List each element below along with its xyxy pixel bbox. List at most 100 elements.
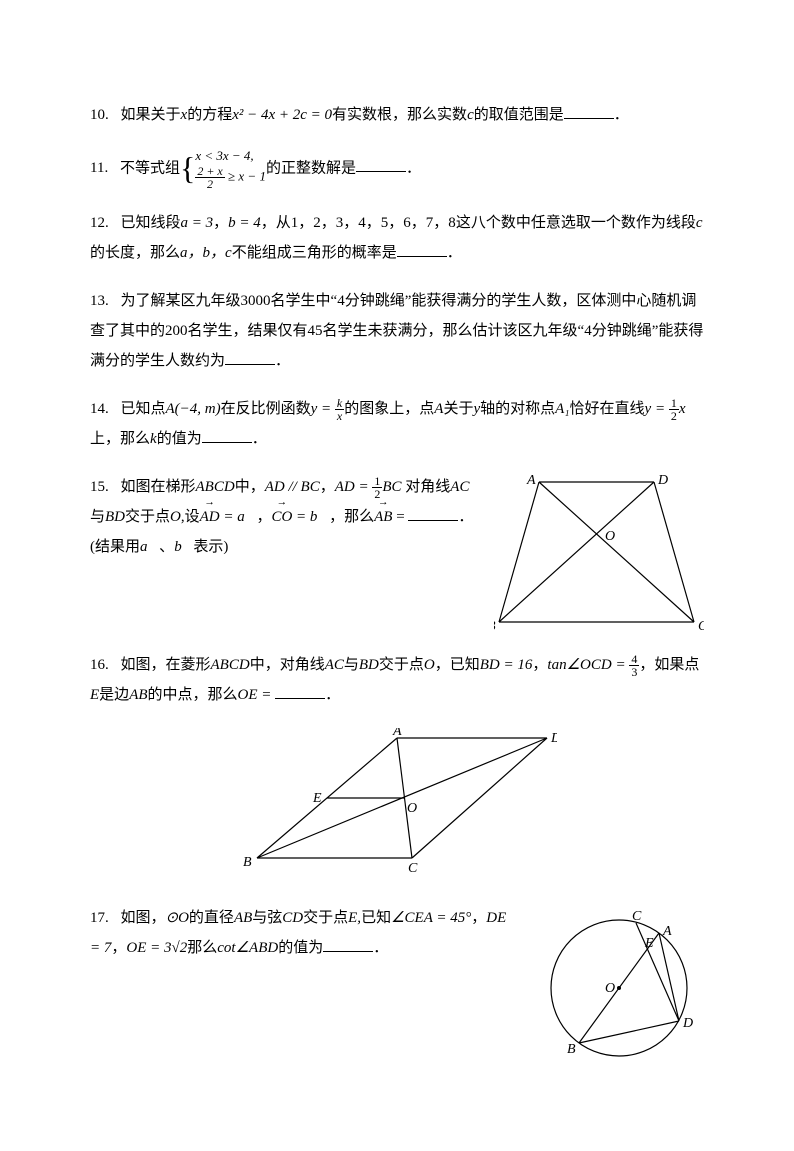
q15-comma2: ， bbox=[256, 509, 271, 525]
q12-seg-a: a = 3 bbox=[181, 215, 214, 231]
svg-text:A: A bbox=[526, 473, 536, 488]
q17-period: ． bbox=[373, 940, 388, 956]
q17-circle: ⊙O bbox=[166, 910, 189, 926]
svg-text:A: A bbox=[662, 924, 672, 939]
q14-frac-den: x bbox=[335, 410, 344, 422]
q14-frac-num: k bbox=[335, 397, 344, 410]
q12-var-c: c bbox=[696, 215, 703, 231]
q17-text-c: 与弦 bbox=[252, 910, 282, 926]
svg-text:C: C bbox=[408, 861, 418, 876]
q16-period: ． bbox=[325, 687, 340, 703]
q14-text-e: 轴的对称点 bbox=[480, 401, 555, 417]
q14-text-c: 的图象上，点 bbox=[344, 401, 434, 417]
q16-text-f: ，如果点 bbox=[639, 657, 699, 673]
q15-vec-a: a⃗ bbox=[140, 539, 159, 555]
question-11: 11. 不等式组{ x < 3x − 4, 2 + x2 ≥ x − 1 的正整… bbox=[90, 148, 704, 190]
q14-blank bbox=[202, 427, 252, 443]
q17-ptE: E, bbox=[348, 910, 361, 926]
q16-tan-den: 3 bbox=[629, 666, 639, 678]
q16-blank bbox=[275, 683, 325, 699]
q16-figure-wrap: ABCDOE bbox=[90, 728, 704, 883]
svg-text:E: E bbox=[644, 936, 654, 951]
q11-blank bbox=[356, 156, 406, 172]
q16-text-e: ，已知 bbox=[435, 657, 480, 673]
q12-number: 12. bbox=[90, 215, 109, 231]
q17-cot: cot∠ABD bbox=[217, 940, 278, 956]
q11-number: 11. bbox=[90, 160, 108, 176]
q16-text-d: 交于点 bbox=[379, 657, 424, 673]
trapezoid-figure: ADBCO bbox=[494, 472, 704, 632]
q15-cond2-num: 1 bbox=[372, 475, 382, 488]
q13-text-d: 名学生，结果仅有 bbox=[188, 323, 308, 339]
q10-text-c: 有实数根，那么实数 bbox=[332, 107, 467, 123]
q15-vec-co: CO bbox=[271, 502, 292, 532]
q16-tan: tan∠OCD = bbox=[547, 657, 629, 673]
q15-blank bbox=[408, 505, 458, 521]
q17-text-f: 那么 bbox=[187, 940, 217, 956]
rhombus-figure: ABCDOE bbox=[237, 728, 557, 878]
q13-skill2: 4分钟跳绳 bbox=[584, 323, 652, 339]
q17-ab: AB bbox=[234, 910, 252, 926]
q14-text-g: 上，那么 bbox=[90, 431, 150, 447]
q10-period: ． bbox=[614, 107, 629, 123]
q15-vec-b: b⃗ bbox=[174, 539, 193, 555]
q12-text-d: 的长度，那么 bbox=[90, 245, 180, 261]
q15-text-j: 表示) bbox=[193, 539, 228, 555]
q13-number: 13. bbox=[90, 293, 109, 309]
q16-text-g: 是边 bbox=[99, 687, 129, 703]
q13-blank bbox=[225, 349, 275, 365]
svg-text:O: O bbox=[605, 529, 615, 544]
q13-n3: 45 bbox=[308, 323, 323, 339]
q17-angle: ∠CEA = 45° bbox=[391, 910, 471, 926]
q16-oe: OE = bbox=[238, 687, 276, 703]
q15-comma: ， bbox=[320, 479, 335, 495]
q14-line-num: 1 bbox=[669, 397, 679, 410]
question-13: 13. 为了解某区九年级3000名学生中“4分钟跳绳”能获得满分的学生人数，区体… bbox=[90, 286, 704, 376]
svg-text:A: A bbox=[392, 728, 402, 739]
q16-ac: AC bbox=[325, 657, 344, 673]
svg-text:B: B bbox=[494, 619, 496, 632]
q14-period: ． bbox=[252, 431, 267, 447]
q17-comma2: ， bbox=[111, 940, 126, 956]
q16-text-c: 与 bbox=[344, 657, 359, 673]
q17-text-a: 如图， bbox=[121, 910, 166, 926]
q10-text-a: 如果关于 bbox=[121, 107, 181, 123]
q12-vars-abc: a，b，c bbox=[180, 245, 232, 261]
q15-eq-b: = b⃗ bbox=[292, 509, 329, 525]
page: 10. 如果关于x的方程x² − 4x + 2c = 0有实数根，那么实数c的取… bbox=[0, 0, 794, 1151]
q11-case2-num: 2 + x bbox=[195, 165, 224, 178]
q14-line-y: y = bbox=[645, 401, 669, 417]
q11-case2-den: 2 bbox=[195, 178, 224, 190]
q15-vec-ad: AD bbox=[200, 502, 220, 532]
q10-eq: x² − 4x + 2c = 0 bbox=[232, 107, 332, 123]
q17-comma: ， bbox=[471, 910, 486, 926]
q16-bd-val: BD = 16 bbox=[480, 657, 533, 673]
q14-text-a: 已知点 bbox=[121, 401, 166, 417]
q16-ab: AB bbox=[129, 687, 147, 703]
svg-text:D: D bbox=[682, 1016, 693, 1031]
svg-text:D: D bbox=[550, 731, 557, 746]
circle-figure: OABCDE bbox=[534, 903, 704, 1073]
q15-text-c: 对角线 bbox=[402, 479, 451, 495]
q11-period: ． bbox=[406, 160, 421, 176]
q13-text-e: 名学生未获满分，那么估计该区九年级“ bbox=[323, 323, 585, 339]
q16-tan-num: 4 bbox=[629, 653, 639, 666]
q15-eq-sign: = bbox=[392, 509, 408, 525]
q11-cases: x < 3x − 4, 2 + x2 ≥ x − 1 bbox=[195, 148, 266, 190]
q11-text-b: 的正整数解是 bbox=[266, 160, 356, 176]
q15-text-a: 如图在梯形 bbox=[121, 479, 196, 495]
q17-cd: CD bbox=[282, 910, 303, 926]
q15-text-i: 、 bbox=[159, 539, 174, 555]
q15-vec-ab: AB bbox=[374, 502, 392, 532]
q15-cond2a: AD = bbox=[335, 479, 373, 495]
q13-skill: 4分钟跳绳 bbox=[337, 293, 405, 309]
q12-period: ． bbox=[447, 245, 462, 261]
q17-text-b: 的直径 bbox=[189, 910, 234, 926]
q12-text-c: 这八个数中任意选取一个数作为线段 bbox=[456, 215, 696, 231]
q14-text-h: 的值为 bbox=[157, 431, 202, 447]
q15-bd: BD bbox=[105, 509, 125, 525]
q17-text-d: 交于点 bbox=[303, 910, 348, 926]
q13-period: ． bbox=[275, 353, 290, 369]
q11-text-a: 不等式组 bbox=[120, 160, 180, 176]
q16-ptE: E bbox=[90, 687, 99, 703]
